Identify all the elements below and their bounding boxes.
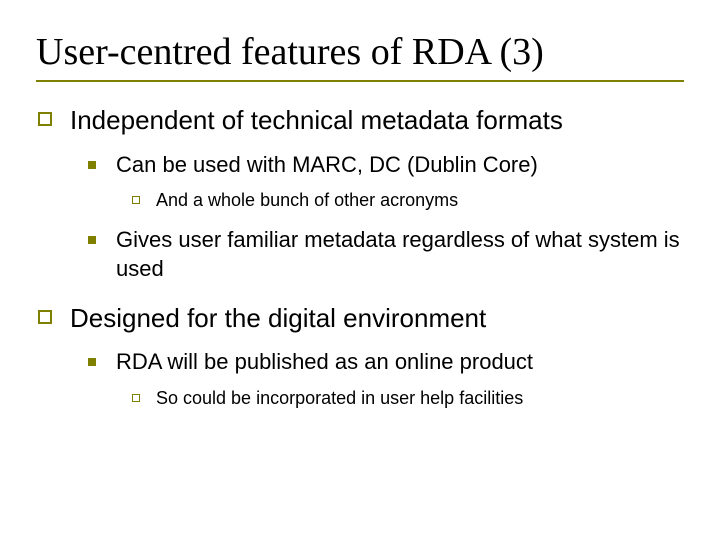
list-item: RDA will be published as an online produ…	[88, 348, 684, 410]
bullet-list: RDA will be published as an online produ…	[70, 348, 684, 410]
list-item-text: And a whole bunch of other acronyms	[156, 190, 458, 210]
list-item-text: So could be incorporated in user help fa…	[156, 388, 523, 408]
list-item-text: Can be used with MARC, DC (Dublin Core)	[116, 152, 538, 177]
title-underline	[36, 80, 684, 82]
slide-title: User-centred features of RDA (3)	[36, 30, 684, 74]
filled-square-icon	[88, 161, 96, 169]
filled-square-icon	[88, 358, 96, 366]
list-item-text: RDA will be published as an online produ…	[116, 349, 533, 374]
bullet-list: Independent of technical metadata format…	[36, 104, 684, 410]
list-item: Independent of technical metadata format…	[36, 104, 684, 284]
list-item-text: Independent of technical metadata format…	[70, 105, 563, 135]
filled-square-icon	[88, 236, 96, 244]
hollow-square-icon	[38, 310, 52, 324]
hollow-square-icon	[132, 394, 140, 402]
bullet-list: And a whole bunch of other acronyms	[116, 189, 684, 212]
list-item: Can be used with MARC, DC (Dublin Core) …	[88, 151, 684, 213]
bullet-list: So could be incorporated in user help fa…	[116, 387, 684, 410]
slide: User-centred features of RDA (3) Indepen…	[0, 0, 720, 540]
hollow-square-icon	[132, 196, 140, 204]
list-item-text: Gives user familiar metadata regardless …	[116, 227, 680, 281]
list-item: Designed for the digital environment RDA…	[36, 302, 684, 410]
list-item: So could be incorporated in user help fa…	[132, 387, 684, 410]
bullet-list: Can be used with MARC, DC (Dublin Core) …	[70, 151, 684, 284]
list-item-text: Designed for the digital environment	[70, 303, 486, 333]
list-item: Gives user familiar metadata regardless …	[88, 226, 684, 283]
hollow-square-icon	[38, 112, 52, 126]
list-item: And a whole bunch of other acronyms	[132, 189, 684, 212]
